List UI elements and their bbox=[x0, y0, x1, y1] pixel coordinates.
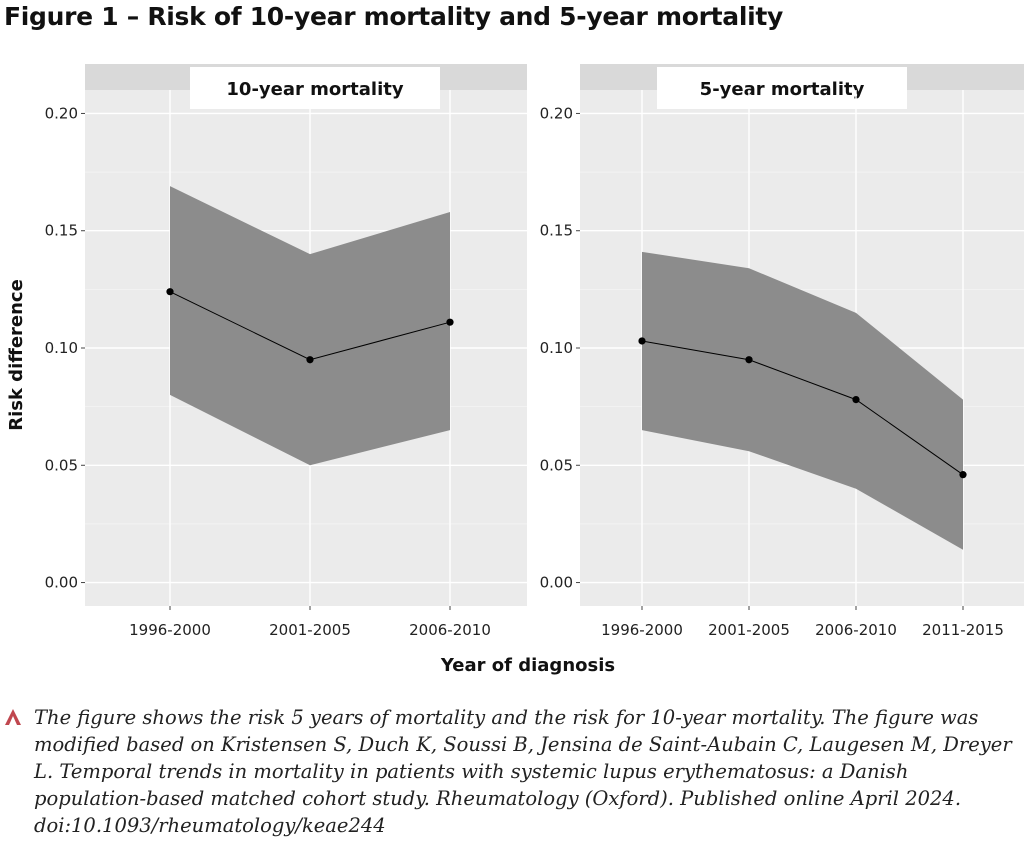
x-tick-label: 1996-2000 bbox=[601, 621, 683, 639]
x-axis-title: Year of diagnosis bbox=[440, 655, 615, 676]
series-line bbox=[641, 340, 964, 476]
data-point bbox=[959, 471, 967, 479]
y-tick-label: 0.05 bbox=[540, 456, 573, 474]
data-point bbox=[638, 337, 646, 345]
data-point bbox=[745, 356, 753, 364]
x-tick-label: 2001-2005 bbox=[269, 621, 351, 639]
y-tick-label: 0.10 bbox=[45, 339, 78, 357]
x-tick-label: 2011-2015 bbox=[922, 621, 1004, 639]
faceted-line-chart: 10-year mortality 0.00 0.05 0.10 0.15 0.20 199… bbox=[6, 64, 1024, 676]
strip-label-box bbox=[657, 67, 907, 109]
panel-title: 5-year mortality bbox=[700, 79, 865, 100]
confidence-band bbox=[642, 251, 963, 550]
x-tick-label: 2006-2010 bbox=[815, 621, 897, 639]
y-tick-label: 0.20 bbox=[540, 104, 573, 122]
x-tick-label: 2006-2010 bbox=[409, 621, 491, 639]
y-tick-label: 0.15 bbox=[45, 222, 78, 240]
y-tick-label: 0.05 bbox=[45, 456, 78, 474]
y-axis-title: Risk difference bbox=[6, 279, 27, 431]
data-point bbox=[852, 396, 860, 404]
confidence-band bbox=[170, 186, 450, 466]
y-tick-label: 0.10 bbox=[540, 339, 573, 357]
y-tick-label: 0.00 bbox=[540, 574, 573, 592]
y-tick-label: 0.15 bbox=[540, 222, 573, 240]
panel-five-year: 5-year mortality 0.00 0.05 0.10 0.15 0.20 1996… bbox=[540, 64, 1024, 639]
panel-ten-year: 10-year mortality 0.00 0.05 0.10 0.15 0.20 199… bbox=[45, 64, 527, 639]
y-tick-label: 0.00 bbox=[45, 574, 78, 592]
figure-caption: The figure shows the risk 5 years of mor… bbox=[34, 706, 1012, 837]
x-tick-label: 2001-2005 bbox=[708, 621, 790, 639]
caption-marker-icon bbox=[5, 709, 21, 725]
x-tick-label: 1996-2000 bbox=[129, 621, 211, 639]
figure-title: Figure 1 – Risk of 10-year mortality and… bbox=[4, 2, 784, 31]
data-point bbox=[446, 318, 454, 326]
strip-label-box bbox=[190, 67, 440, 109]
panel-title: 10-year mortality bbox=[226, 79, 403, 100]
data-point bbox=[166, 288, 174, 296]
y-tick-label: 0.20 bbox=[45, 104, 78, 122]
data-point bbox=[306, 356, 314, 364]
